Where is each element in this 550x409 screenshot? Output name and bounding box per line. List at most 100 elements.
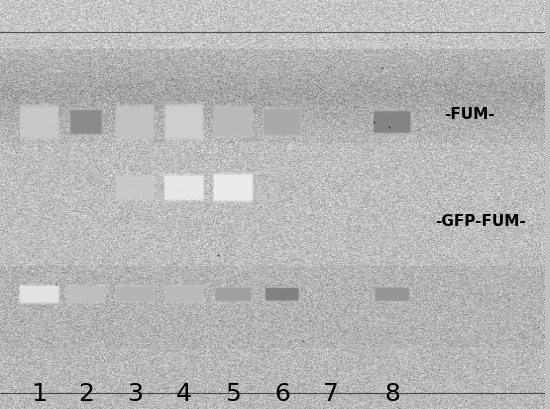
FancyBboxPatch shape	[116, 177, 154, 200]
FancyBboxPatch shape	[263, 108, 301, 137]
FancyBboxPatch shape	[214, 108, 252, 137]
FancyBboxPatch shape	[70, 111, 102, 134]
FancyBboxPatch shape	[19, 105, 59, 141]
Text: 8: 8	[384, 381, 400, 405]
Text: 1: 1	[31, 381, 47, 405]
FancyBboxPatch shape	[372, 110, 412, 136]
FancyBboxPatch shape	[163, 174, 205, 202]
FancyBboxPatch shape	[20, 106, 58, 139]
FancyBboxPatch shape	[165, 287, 203, 303]
FancyBboxPatch shape	[213, 175, 252, 201]
FancyBboxPatch shape	[20, 107, 58, 138]
FancyBboxPatch shape	[164, 175, 205, 202]
FancyBboxPatch shape	[166, 107, 202, 139]
FancyBboxPatch shape	[165, 106, 203, 139]
FancyBboxPatch shape	[116, 106, 155, 139]
Text: -GFP-FUM-: -GFP-FUM-	[436, 213, 526, 228]
FancyBboxPatch shape	[69, 109, 103, 136]
FancyBboxPatch shape	[265, 288, 299, 301]
FancyBboxPatch shape	[373, 112, 411, 134]
FancyBboxPatch shape	[67, 285, 106, 303]
FancyBboxPatch shape	[374, 112, 410, 133]
FancyBboxPatch shape	[115, 105, 155, 141]
FancyBboxPatch shape	[375, 287, 410, 302]
FancyBboxPatch shape	[213, 107, 252, 139]
FancyBboxPatch shape	[372, 110, 412, 135]
FancyBboxPatch shape	[216, 288, 251, 301]
Text: 4: 4	[176, 381, 192, 405]
FancyBboxPatch shape	[165, 177, 203, 200]
FancyBboxPatch shape	[264, 110, 300, 135]
FancyBboxPatch shape	[374, 287, 410, 303]
FancyBboxPatch shape	[67, 285, 106, 303]
FancyBboxPatch shape	[262, 108, 301, 137]
FancyBboxPatch shape	[19, 285, 60, 304]
FancyBboxPatch shape	[265, 287, 300, 302]
FancyBboxPatch shape	[163, 174, 205, 202]
FancyBboxPatch shape	[70, 110, 102, 136]
FancyBboxPatch shape	[116, 108, 154, 138]
FancyBboxPatch shape	[214, 175, 252, 201]
FancyBboxPatch shape	[166, 287, 202, 302]
FancyBboxPatch shape	[212, 173, 254, 203]
Text: -FUM-: -FUM-	[444, 107, 494, 122]
FancyBboxPatch shape	[212, 173, 254, 204]
FancyBboxPatch shape	[165, 105, 204, 140]
FancyBboxPatch shape	[265, 287, 300, 302]
Text: 5: 5	[225, 381, 241, 405]
FancyBboxPatch shape	[117, 108, 153, 137]
FancyBboxPatch shape	[213, 106, 252, 139]
FancyBboxPatch shape	[116, 105, 155, 140]
FancyBboxPatch shape	[116, 286, 154, 303]
FancyBboxPatch shape	[214, 108, 252, 138]
FancyBboxPatch shape	[214, 108, 252, 137]
FancyBboxPatch shape	[67, 286, 105, 303]
FancyBboxPatch shape	[116, 107, 154, 138]
FancyBboxPatch shape	[164, 175, 204, 201]
FancyBboxPatch shape	[264, 287, 300, 302]
FancyBboxPatch shape	[19, 284, 60, 305]
FancyBboxPatch shape	[213, 106, 253, 139]
FancyBboxPatch shape	[375, 288, 409, 301]
FancyBboxPatch shape	[164, 104, 204, 142]
FancyBboxPatch shape	[375, 288, 409, 301]
FancyBboxPatch shape	[165, 286, 203, 303]
FancyBboxPatch shape	[67, 286, 105, 303]
FancyBboxPatch shape	[20, 286, 58, 303]
Text: 2: 2	[78, 381, 94, 405]
FancyBboxPatch shape	[21, 108, 57, 137]
FancyBboxPatch shape	[214, 287, 252, 303]
FancyBboxPatch shape	[164, 285, 204, 303]
FancyBboxPatch shape	[374, 287, 410, 302]
FancyBboxPatch shape	[373, 286, 410, 303]
Text: 6: 6	[274, 381, 290, 405]
FancyBboxPatch shape	[373, 111, 411, 134]
FancyBboxPatch shape	[214, 287, 252, 302]
FancyBboxPatch shape	[262, 107, 302, 138]
FancyBboxPatch shape	[263, 110, 301, 136]
FancyBboxPatch shape	[20, 286, 59, 303]
FancyBboxPatch shape	[116, 176, 155, 200]
FancyBboxPatch shape	[215, 109, 251, 136]
FancyBboxPatch shape	[116, 175, 155, 201]
FancyBboxPatch shape	[67, 287, 105, 303]
FancyBboxPatch shape	[164, 285, 204, 304]
FancyBboxPatch shape	[165, 107, 203, 139]
FancyBboxPatch shape	[213, 174, 253, 202]
FancyBboxPatch shape	[165, 286, 204, 303]
FancyBboxPatch shape	[116, 287, 154, 302]
FancyBboxPatch shape	[69, 109, 103, 137]
FancyBboxPatch shape	[265, 288, 299, 301]
FancyBboxPatch shape	[19, 285, 59, 303]
FancyBboxPatch shape	[116, 286, 155, 303]
FancyBboxPatch shape	[215, 288, 251, 301]
FancyBboxPatch shape	[164, 105, 204, 141]
FancyBboxPatch shape	[164, 176, 204, 200]
FancyBboxPatch shape	[70, 110, 102, 135]
FancyBboxPatch shape	[214, 287, 251, 302]
FancyBboxPatch shape	[116, 287, 154, 302]
FancyBboxPatch shape	[374, 287, 410, 302]
FancyBboxPatch shape	[372, 110, 411, 135]
FancyBboxPatch shape	[263, 109, 301, 136]
FancyBboxPatch shape	[20, 108, 58, 138]
